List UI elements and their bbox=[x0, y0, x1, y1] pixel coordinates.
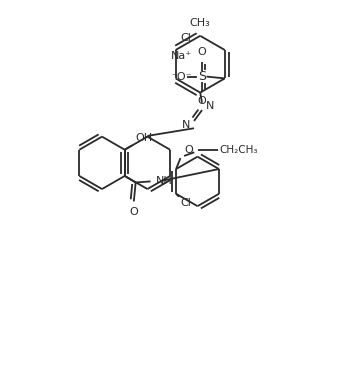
Text: Cl: Cl bbox=[180, 34, 191, 43]
Text: S: S bbox=[198, 70, 206, 83]
Text: ⁻O⁻: ⁻O⁻ bbox=[171, 72, 192, 81]
Text: O: O bbox=[198, 47, 207, 57]
Text: OH: OH bbox=[135, 133, 152, 143]
Text: CH₃: CH₃ bbox=[190, 18, 211, 28]
Text: O: O bbox=[198, 96, 207, 106]
Text: O: O bbox=[130, 207, 138, 216]
Text: CH₂CH₃: CH₂CH₃ bbox=[220, 145, 258, 155]
Text: Cl: Cl bbox=[181, 198, 191, 208]
Text: N: N bbox=[182, 120, 190, 130]
Text: N: N bbox=[206, 101, 214, 111]
Text: Na⁺: Na⁺ bbox=[171, 51, 193, 61]
Text: NH: NH bbox=[156, 176, 173, 186]
Text: O: O bbox=[184, 145, 193, 155]
